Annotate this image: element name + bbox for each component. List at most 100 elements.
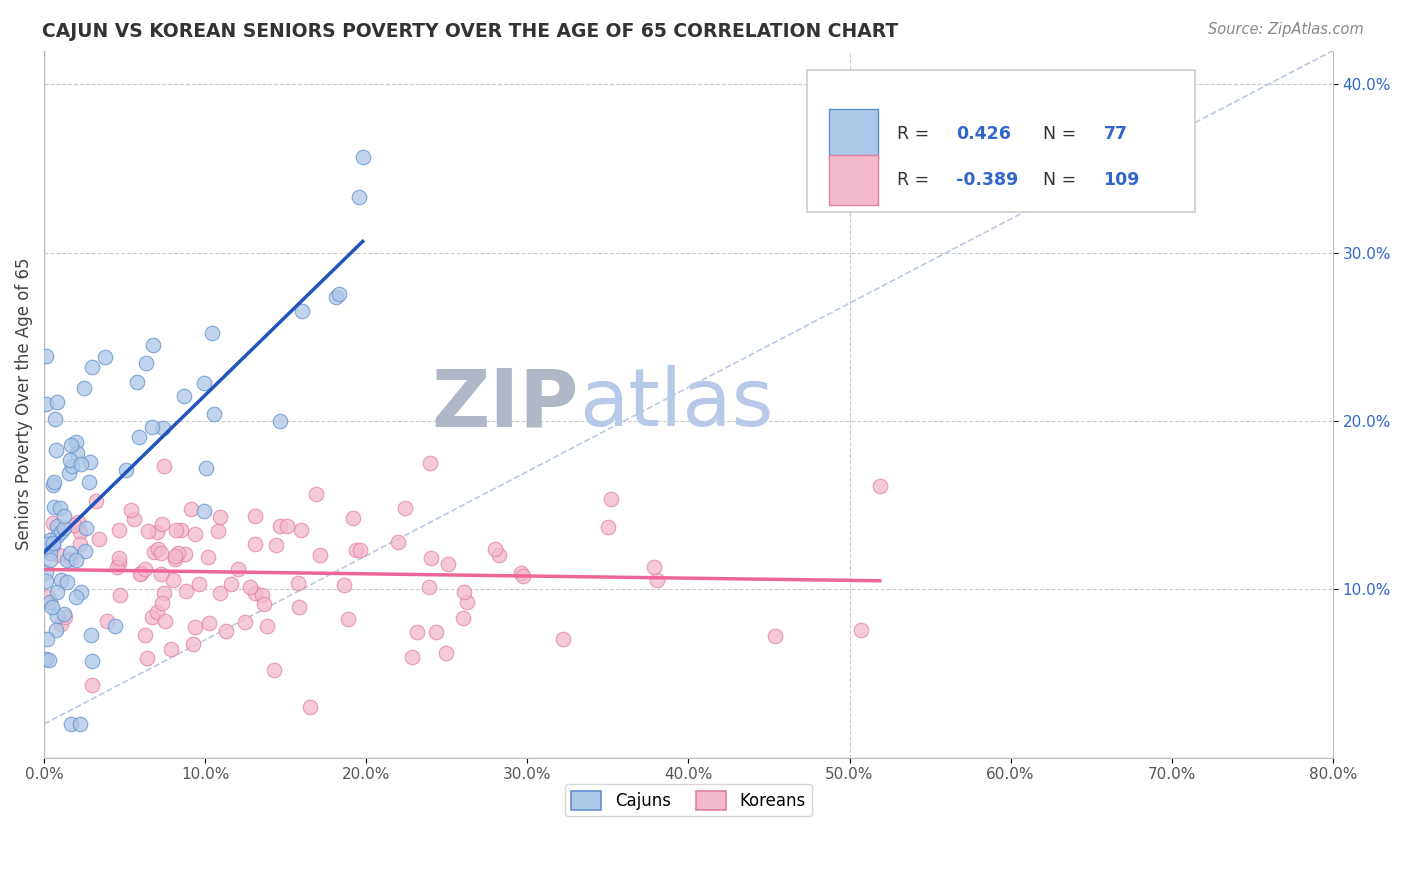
Point	[94, 350, 117, 364]
Text: atlas: atlas	[579, 365, 773, 443]
Point	[141, 419, 163, 434]
Point	[42, 478, 65, 492]
Point	[290, 523, 312, 537]
Point	[128, 430, 150, 444]
Point	[553, 632, 575, 647]
Text: Source: ZipAtlas.com: Source: ZipAtlas.com	[1208, 22, 1364, 37]
Point	[287, 599, 309, 614]
Point	[60, 458, 83, 473]
Text: R =: R =	[897, 125, 929, 144]
Point	[184, 527, 207, 541]
Point	[344, 543, 367, 558]
Point	[299, 699, 322, 714]
Point	[69, 457, 91, 471]
Point	[69, 717, 91, 731]
Point	[37, 537, 59, 551]
Point	[80, 677, 103, 691]
Point	[419, 456, 441, 470]
Point	[35, 397, 58, 411]
Point	[146, 541, 169, 556]
Point	[851, 623, 873, 637]
Point	[401, 650, 423, 665]
Point	[150, 546, 173, 560]
Point	[150, 516, 173, 531]
Point	[79, 475, 101, 489]
Point	[87, 532, 110, 546]
Point	[42, 536, 65, 550]
Point	[42, 516, 65, 530]
Point	[45, 519, 67, 533]
Point	[38, 595, 60, 609]
Point	[59, 546, 82, 560]
Point	[304, 487, 326, 501]
FancyBboxPatch shape	[807, 70, 1195, 212]
Point	[141, 609, 163, 624]
Point	[56, 552, 79, 566]
Point	[45, 529, 67, 543]
Point	[96, 615, 118, 629]
Point	[73, 544, 96, 558]
Point	[120, 503, 142, 517]
Point	[269, 519, 291, 533]
Point	[195, 461, 218, 475]
Text: -0.389: -0.389	[956, 171, 1019, 189]
Point	[45, 608, 67, 623]
Point	[44, 411, 66, 425]
Point	[146, 605, 169, 619]
Point	[49, 617, 72, 632]
Point	[53, 521, 76, 535]
Point	[599, 492, 621, 507]
Point	[129, 566, 152, 581]
Point	[48, 500, 70, 515]
Point	[484, 541, 506, 556]
Point	[165, 549, 187, 563]
Point	[763, 629, 786, 643]
Point	[75, 521, 97, 535]
Point	[39, 546, 62, 560]
Point	[56, 574, 79, 589]
Point	[135, 651, 157, 665]
Point	[188, 576, 211, 591]
Point	[253, 597, 276, 611]
Point	[150, 596, 173, 610]
Point	[291, 303, 314, 318]
Point	[287, 575, 309, 590]
Point	[643, 559, 665, 574]
Point	[142, 545, 165, 559]
Point	[418, 581, 440, 595]
Point	[243, 509, 266, 524]
Point	[35, 574, 58, 588]
Point	[233, 615, 256, 629]
FancyBboxPatch shape	[830, 109, 877, 160]
Point	[39, 533, 62, 547]
Point	[162, 574, 184, 588]
Point	[420, 550, 443, 565]
Point	[512, 569, 534, 583]
Point	[108, 524, 131, 538]
Point	[215, 624, 238, 638]
Point	[146, 525, 169, 540]
Text: N =: N =	[1043, 125, 1076, 144]
Point	[453, 585, 475, 599]
Point	[425, 625, 447, 640]
Point	[59, 438, 82, 452]
Point	[645, 573, 668, 587]
Point	[104, 618, 127, 632]
Point	[80, 360, 103, 375]
Point	[51, 525, 73, 540]
Point	[60, 717, 83, 731]
Point	[245, 537, 267, 551]
Point	[174, 547, 197, 561]
Point	[45, 623, 67, 637]
Point	[70, 585, 93, 599]
Point	[451, 611, 474, 625]
Point	[79, 455, 101, 469]
Point	[193, 504, 215, 518]
Point	[869, 478, 891, 492]
Point	[153, 585, 176, 599]
Point	[349, 543, 371, 558]
Point	[226, 561, 249, 575]
FancyBboxPatch shape	[830, 155, 877, 205]
Text: CAJUN VS KOREAN SENIORS POVERTY OVER THE AGE OF 65 CORRELATION CHART: CAJUN VS KOREAN SENIORS POVERTY OVER THE…	[42, 22, 898, 41]
Point	[333, 578, 356, 592]
